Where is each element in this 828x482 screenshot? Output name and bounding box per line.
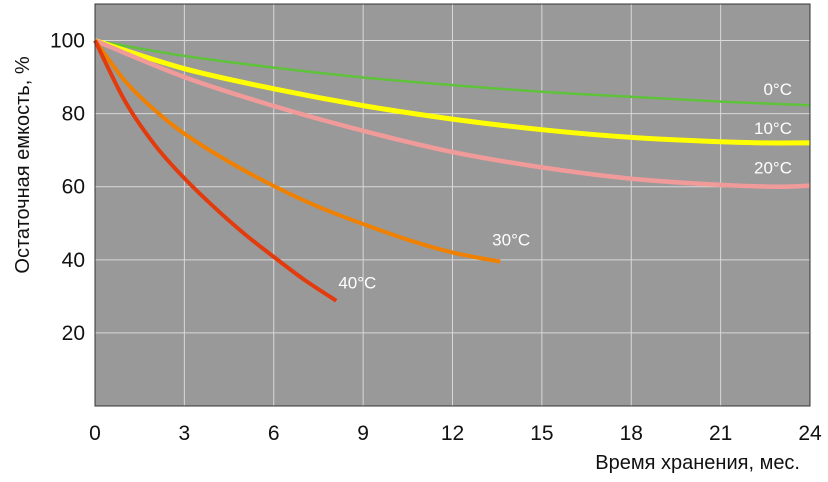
x-axis-title: Время хранения, мес. <box>595 452 800 474</box>
x-tick-label: 0 <box>89 422 101 445</box>
series-line <box>94 39 811 107</box>
series-lines <box>93 38 811 303</box>
series-line <box>94 38 811 189</box>
x-tick-label: 18 <box>620 422 643 445</box>
x-tick-label: 6 <box>268 422 280 445</box>
y-tick-label: 80 <box>62 103 85 126</box>
y-axis-title: Остаточная емкость, % <box>12 56 34 273</box>
series-line <box>93 39 338 303</box>
x-tick-label: 9 <box>357 422 369 445</box>
series-label: 30°C <box>492 231 530 250</box>
y-tick-label: 20 <box>62 322 85 345</box>
x-tick-labels: 0 3 6 9 12 15 18 21 24 <box>89 422 822 445</box>
y-tick-label: 40 <box>62 249 85 272</box>
series-label: 40°C <box>338 274 376 293</box>
x-tick-label: 12 <box>441 422 464 445</box>
series-labels: 0°C 10°C 20°C 30°C 40°C <box>338 80 792 293</box>
series-label: 20°C <box>754 159 792 178</box>
y-tick-labels: 20 40 60 80 100 <box>50 30 85 345</box>
series-line <box>93 39 501 264</box>
x-tick-label: 21 <box>709 422 732 445</box>
grid <box>95 4 810 406</box>
series-label: 10°C <box>754 119 792 138</box>
series-label: 0°C <box>763 80 792 99</box>
y-tick-label: 100 <box>50 30 85 53</box>
x-tick-label: 15 <box>530 422 553 445</box>
series-line <box>94 38 811 146</box>
x-tick-label: 3 <box>179 422 191 445</box>
plot-frame <box>94 3 811 407</box>
x-tick-label: 24 <box>798 422 822 445</box>
y-tick-label: 60 <box>62 176 85 199</box>
